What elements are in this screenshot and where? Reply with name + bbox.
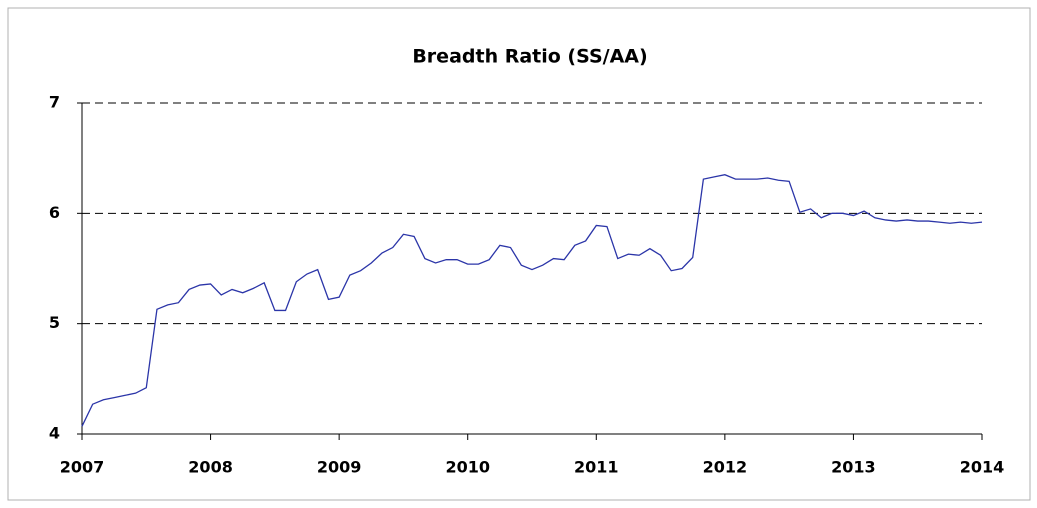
y-tick-label: 7 (49, 93, 60, 112)
x-tick-label: 2010 (445, 458, 490, 477)
chart-frame (7, 7, 1031, 501)
x-tick-label: 2014 (960, 458, 1005, 477)
y-tick-label: 6 (49, 203, 60, 222)
data-line (81, 174, 983, 427)
x-tick-label: 2013 (831, 458, 876, 477)
x-tick-label: 2011 (574, 458, 619, 477)
y-tick-label: 5 (49, 313, 60, 332)
y-tick-label: 4 (49, 424, 60, 443)
x-tick-label: 2009 (317, 458, 362, 477)
x-tick-label: 2012 (703, 458, 748, 477)
x-tick-label: 2007 (60, 458, 105, 477)
chart-title: Breadth Ratio (SS/AA) (412, 46, 647, 68)
x-tick-label: 2008 (188, 458, 233, 477)
